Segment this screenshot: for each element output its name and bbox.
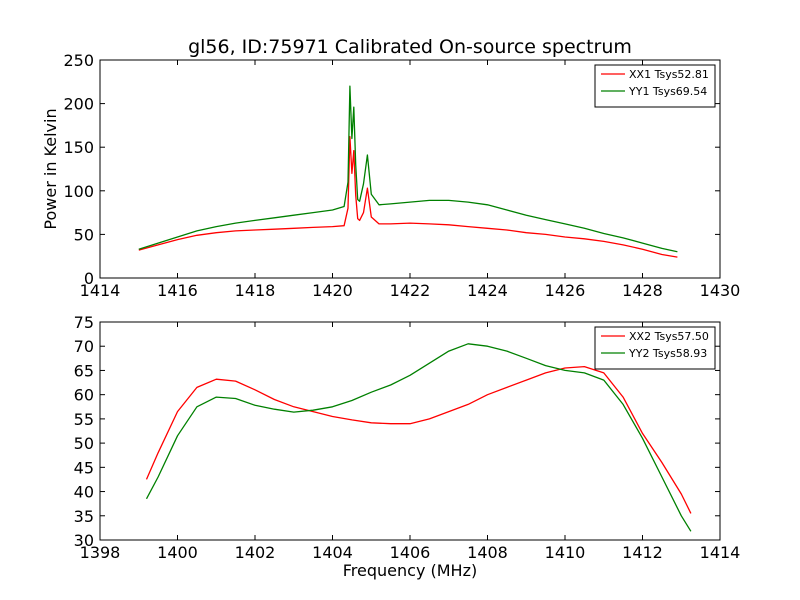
legend-label-top-2: YY1 Tsys69.54 <box>628 85 707 98</box>
y-tick-label-bottom: 30 <box>74 531 94 550</box>
y-tick-label-top: 100 <box>63 182 94 201</box>
legend-box-bottom <box>594 326 716 370</box>
x-tick-label-bottom: 1404 <box>312 543 353 562</box>
y-tick-label-bottom: 65 <box>74 361 94 380</box>
x-tick-label-bottom: 1402 <box>235 543 276 562</box>
y-tick-label-bottom: 75 <box>74 313 94 332</box>
x-tick-label-top: 1430 <box>700 281 741 300</box>
x-tick-label-top: 1428 <box>622 281 663 300</box>
series-line-top-1 <box>138 136 678 258</box>
x-tick-label-bottom: 1408 <box>467 543 508 562</box>
y-tick-label-bottom: 70 <box>74 337 94 356</box>
series-line-bottom-2 <box>145 343 692 532</box>
y-tick-label-top: 200 <box>63 95 94 114</box>
y-tick-label-bottom: 50 <box>74 434 94 453</box>
y-tick-label-top: 150 <box>63 138 94 157</box>
legend-label-bottom-1: XX2 Tsys57.50 <box>629 330 709 343</box>
y-tick-label-top: 250 <box>63 51 94 70</box>
y-tick-label-top: 50 <box>74 225 94 244</box>
x-tick-label-top: 1422 <box>390 281 431 300</box>
x-tick-label-bottom: 1398 <box>80 543 121 562</box>
x-tick-label-bottom: 1406 <box>390 543 431 562</box>
series-line-bottom-1 <box>145 365 692 514</box>
x-tick-label-top: 1418 <box>235 281 276 300</box>
x-tick-label-bottom: 1414 <box>700 543 741 562</box>
x-tick-label-bottom: 1412 <box>622 543 663 562</box>
x-tick-label-top: 1416 <box>157 281 198 300</box>
y-tick-label-top: 0 <box>84 269 94 288</box>
legend-label-top-1: XX1 Tsys52.81 <box>629 68 709 81</box>
legend-box-top <box>594 64 716 108</box>
y-tick-label-bottom: 60 <box>74 386 94 405</box>
x-axis-label-bottom: Frequency (MHz) <box>343 561 477 580</box>
top-plot-area: 1414 1416 1418 1420 1422 1424 1426 1428 1430 0 50 1… <box>63 51 740 300</box>
y-tick-label-bottom: 35 <box>74 507 94 526</box>
series-line-top-2 <box>138 85 678 253</box>
bottom-plot-area: 1398 1400 1402 1404 1406 1408 1410 1412 1414 30 35… <box>74 313 741 562</box>
x-tick-label-bottom: 1400 <box>157 543 198 562</box>
x-tick-label-top: 1426 <box>545 281 586 300</box>
x-tick-label-top: 1420 <box>312 281 353 300</box>
x-tick-label-top: 1414 <box>80 281 121 300</box>
x-tick-label-top: 1424 <box>467 281 508 300</box>
y-axis-label-top: Power in Kelvin <box>41 108 60 229</box>
y-tick-label-bottom: 55 <box>74 410 94 429</box>
legend-label-bottom-2: YY2 Tsys58.93 <box>628 347 707 360</box>
chart-title: gl56, ID:75971 Calibrated On-source spec… <box>188 36 632 58</box>
y-tick-label-bottom: 40 <box>74 483 94 502</box>
y-tick-label-bottom: 45 <box>74 458 94 477</box>
x-tick-label-bottom: 1410 <box>545 543 586 562</box>
